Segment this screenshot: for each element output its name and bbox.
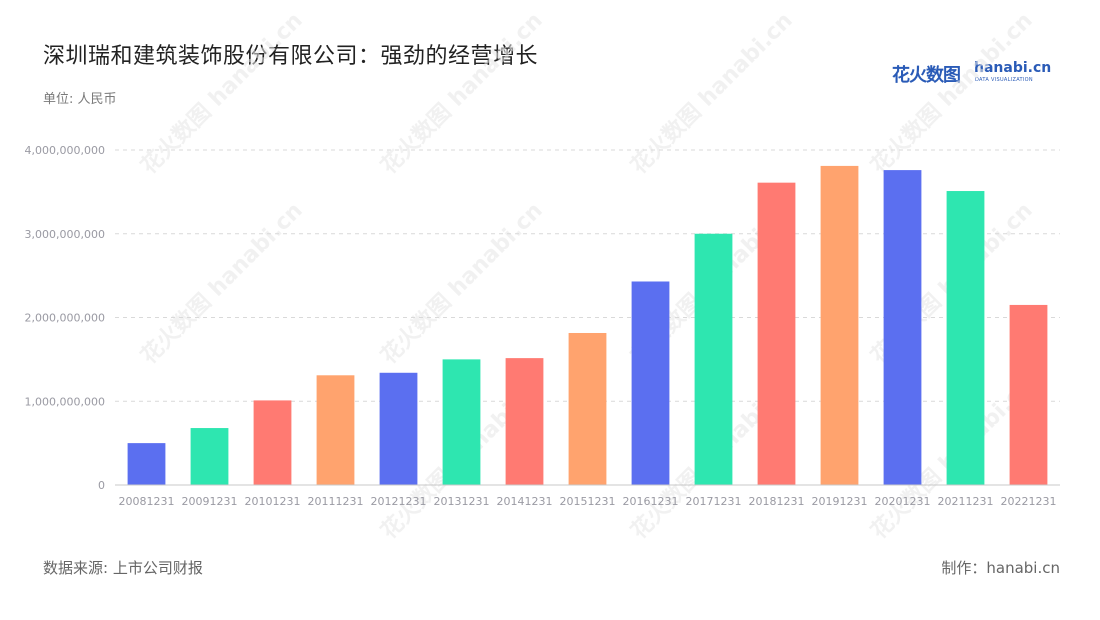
bar (127, 443, 166, 485)
x-tick-label: 20181231 (749, 495, 805, 508)
watermark-text: 花火数图 hanabi.cn (136, 7, 308, 179)
x-tick-label: 20131231 (434, 495, 490, 508)
logo-cn-text: 花火数图 (892, 65, 961, 86)
data-source: 数据来源: 上市公司财报 (43, 559, 203, 577)
hanabi-logo: 花火数图 hanabi.cn DATA VISUALIZATION (892, 60, 1051, 86)
x-tick-label: 20201231 (875, 495, 931, 508)
x-tick-label: 20111231 (308, 495, 364, 508)
bar (946, 191, 985, 485)
y-tick-label: 3,000,000,000 (25, 228, 105, 241)
x-tick-label: 20151231 (560, 495, 616, 508)
bar (379, 372, 418, 485)
y-axis: 0 1,000,000,000 2,000,000,000 3,000,000,000… (25, 144, 105, 492)
bar (820, 165, 859, 485)
watermark-text: 花火数图 hanabi.cn (376, 7, 548, 179)
watermark-text: 花火数图 hanabi.cn (866, 7, 1038, 179)
bar (568, 332, 607, 485)
x-tick-label: 20191231 (812, 495, 868, 508)
bar (1009, 304, 1048, 485)
x-tick-label: 20161231 (623, 495, 679, 508)
bar (631, 281, 670, 485)
bar (190, 428, 229, 485)
logo-sub-text: DATA VISUALIZATION (975, 77, 1033, 83)
watermark-text: 花火数图 hanabi.cn (136, 197, 308, 369)
bar (757, 182, 796, 485)
x-tick-label: 20091231 (182, 495, 238, 508)
bar (694, 233, 733, 485)
y-tick-label: 1,000,000,000 (25, 395, 105, 408)
x-tick-label: 20221231 (1001, 495, 1057, 508)
x-axis: 20081231 20091231 20101231 20111231 20121231… (115, 484, 1060, 508)
bar (316, 375, 355, 485)
bars (127, 165, 1048, 485)
bar (253, 400, 292, 485)
y-tick-label: 0 (98, 479, 105, 492)
x-tick-label: 20171231 (686, 495, 742, 508)
watermark-text: 花火数图 hanabi.cn (626, 7, 798, 179)
bar (442, 359, 481, 485)
credit-label: 制作：hanabi.cn (941, 559, 1060, 577)
chart-title: 深圳瑞和建筑装饰股份有限公司：强劲的经营增长 (43, 44, 539, 69)
watermark-text: 花火数图 hanabi.cn (376, 197, 548, 369)
bar (883, 170, 922, 485)
y-tick-label: 4,000,000,000 (25, 144, 105, 157)
logo-en-text: hanabi.cn (974, 60, 1052, 76)
x-tick-label: 20141231 (497, 495, 553, 508)
x-tick-label: 20121231 (371, 495, 427, 508)
x-tick-label: 20101231 (245, 495, 301, 508)
x-tick-label: 20211231 (938, 495, 994, 508)
y-tick-label: 2,000,000,000 (25, 312, 105, 325)
unit-label: 单位: 人民币 (43, 92, 117, 107)
bar (505, 358, 544, 485)
x-tick-label: 20081231 (119, 495, 175, 508)
